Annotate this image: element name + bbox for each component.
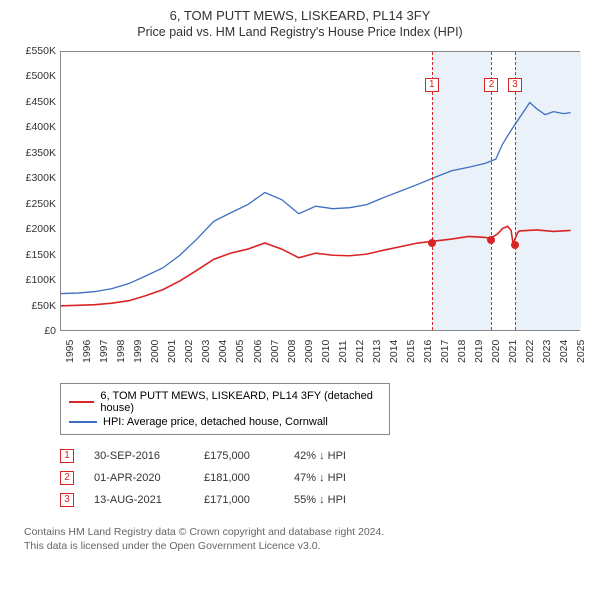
x-tick-label: 2001 — [166, 340, 178, 363]
sale-vline — [515, 52, 516, 330]
y-tick-label: £250K — [14, 198, 56, 210]
x-tick-label: 2002 — [183, 340, 195, 363]
line-chart-svg — [61, 52, 579, 330]
sales-row-marker: 2 — [60, 471, 74, 485]
chart-title-block: 6, TOM PUTT MEWS, LISKEARD, PL14 3FY Pri… — [12, 8, 588, 39]
sale-marker-box: 3 — [508, 78, 522, 92]
sales-row-price: £171,000 — [204, 494, 274, 506]
x-tick-label: 1995 — [64, 340, 76, 363]
y-tick-label: £100K — [14, 274, 56, 286]
sales-row: 1 30-SEP-2016 £175,000 42% ↓ HPI — [60, 445, 588, 467]
sale-point — [511, 241, 519, 249]
sales-row-delta: 47% ↓ HPI — [294, 472, 374, 484]
sales-row-date: 01-APR-2020 — [94, 472, 184, 484]
series-hpi — [61, 103, 571, 294]
x-tick-label: 2012 — [354, 340, 366, 363]
x-tick-label: 2022 — [524, 340, 536, 363]
x-tick-label: 2023 — [541, 340, 553, 363]
x-tick-label: 2011 — [337, 340, 349, 363]
plot-region: 1 23 — [60, 51, 580, 331]
y-tick-label: £50K — [14, 300, 56, 312]
y-tick-label: £200K — [14, 223, 56, 235]
legend-label: 6, TOM PUTT MEWS, LISKEARD, PL14 3FY (de… — [100, 390, 381, 414]
sale-point — [428, 239, 436, 247]
x-tick-label: 2005 — [234, 340, 246, 363]
x-tick-label: 2004 — [217, 340, 229, 363]
x-tick-label: 2019 — [473, 340, 485, 363]
y-tick-label: £500K — [14, 70, 56, 82]
footer-line2: This data is licensed under the Open Gov… — [24, 539, 588, 553]
x-tick-label: 1996 — [81, 340, 93, 363]
y-tick-label: £0 — [14, 325, 56, 337]
sales-row: 3 13-AUG-2021 £171,000 55% ↓ HPI — [60, 489, 588, 511]
chart-area: 1 23 £0 £50K £100K £150K £200K £250K £300K £350K… — [12, 45, 588, 375]
x-tick-label: 2010 — [320, 340, 332, 363]
legend-label: HPI: Average price, detached house, Corn… — [103, 416, 328, 428]
title-address: 6, TOM PUTT MEWS, LISKEARD, PL14 3FY — [12, 8, 588, 23]
footer-line1: Contains HM Land Registry data © Crown c… — [24, 525, 588, 539]
y-tick-label: £400K — [14, 121, 56, 133]
footer-attribution: Contains HM Land Registry data © Crown c… — [24, 525, 588, 553]
sales-row-marker: 3 — [60, 493, 74, 507]
legend-swatch — [69, 421, 97, 423]
x-tick-label: 1998 — [115, 340, 127, 363]
x-tick-label: 1999 — [132, 340, 144, 363]
legend-item: 6, TOM PUTT MEWS, LISKEARD, PL14 3FY (de… — [69, 389, 381, 415]
sale-marker-box: 2 — [484, 78, 498, 92]
x-tick-label: 2017 — [439, 340, 451, 363]
x-tick-label: 2007 — [269, 340, 281, 363]
sale-point — [487, 236, 495, 244]
x-tick-label: 2013 — [371, 340, 383, 363]
x-tick-label: 2008 — [286, 340, 298, 363]
y-tick-label: £450K — [14, 96, 56, 108]
x-tick-label: 2003 — [200, 340, 212, 363]
x-tick-label: 2021 — [507, 340, 519, 363]
title-subtitle: Price paid vs. HM Land Registry's House … — [12, 25, 588, 39]
x-tick-label: 2020 — [490, 340, 502, 363]
sale-vline — [491, 52, 492, 330]
sales-row-date: 30-SEP-2016 — [94, 450, 184, 462]
x-tick-label: 2015 — [405, 340, 417, 363]
sales-row-price: £181,000 — [204, 472, 274, 484]
x-tick-label: 2014 — [388, 340, 400, 363]
x-tick-label: 2009 — [303, 340, 315, 363]
y-tick-label: £300K — [14, 172, 56, 184]
y-tick-label: £150K — [14, 249, 56, 261]
x-tick-label: 2016 — [422, 340, 434, 363]
legend-swatch — [69, 401, 94, 403]
y-tick-label: £350K — [14, 147, 56, 159]
legend-box: 6, TOM PUTT MEWS, LISKEARD, PL14 3FY (de… — [60, 383, 390, 435]
sales-row-price: £175,000 — [204, 450, 274, 462]
x-tick-label: 2000 — [149, 340, 161, 363]
x-tick-label: 2018 — [456, 340, 468, 363]
sales-row-delta: 55% ↓ HPI — [294, 494, 374, 506]
x-tick-label: 1997 — [98, 340, 110, 363]
sale-marker-box: 1 — [425, 78, 439, 92]
sales-row-date: 13-AUG-2021 — [94, 494, 184, 506]
sale-vline — [432, 52, 433, 330]
sales-row: 2 01-APR-2020 £181,000 47% ↓ HPI — [60, 467, 588, 489]
y-tick-label: £550K — [14, 45, 56, 57]
x-tick-label: 2024 — [558, 340, 570, 363]
legend-item: HPI: Average price, detached house, Corn… — [69, 415, 381, 429]
sales-row-marker: 1 — [60, 449, 74, 463]
x-tick-label: 2006 — [252, 340, 264, 363]
x-tick-label: 2025 — [575, 340, 587, 363]
sales-row-delta: 42% ↓ HPI — [294, 450, 374, 462]
sales-table: 1 30-SEP-2016 £175,000 42% ↓ HPI 2 01-APR-202… — [60, 445, 588, 511]
